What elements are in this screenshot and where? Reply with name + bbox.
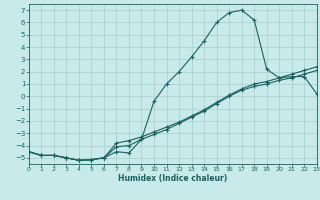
- X-axis label: Humidex (Indice chaleur): Humidex (Indice chaleur): [118, 174, 228, 183]
